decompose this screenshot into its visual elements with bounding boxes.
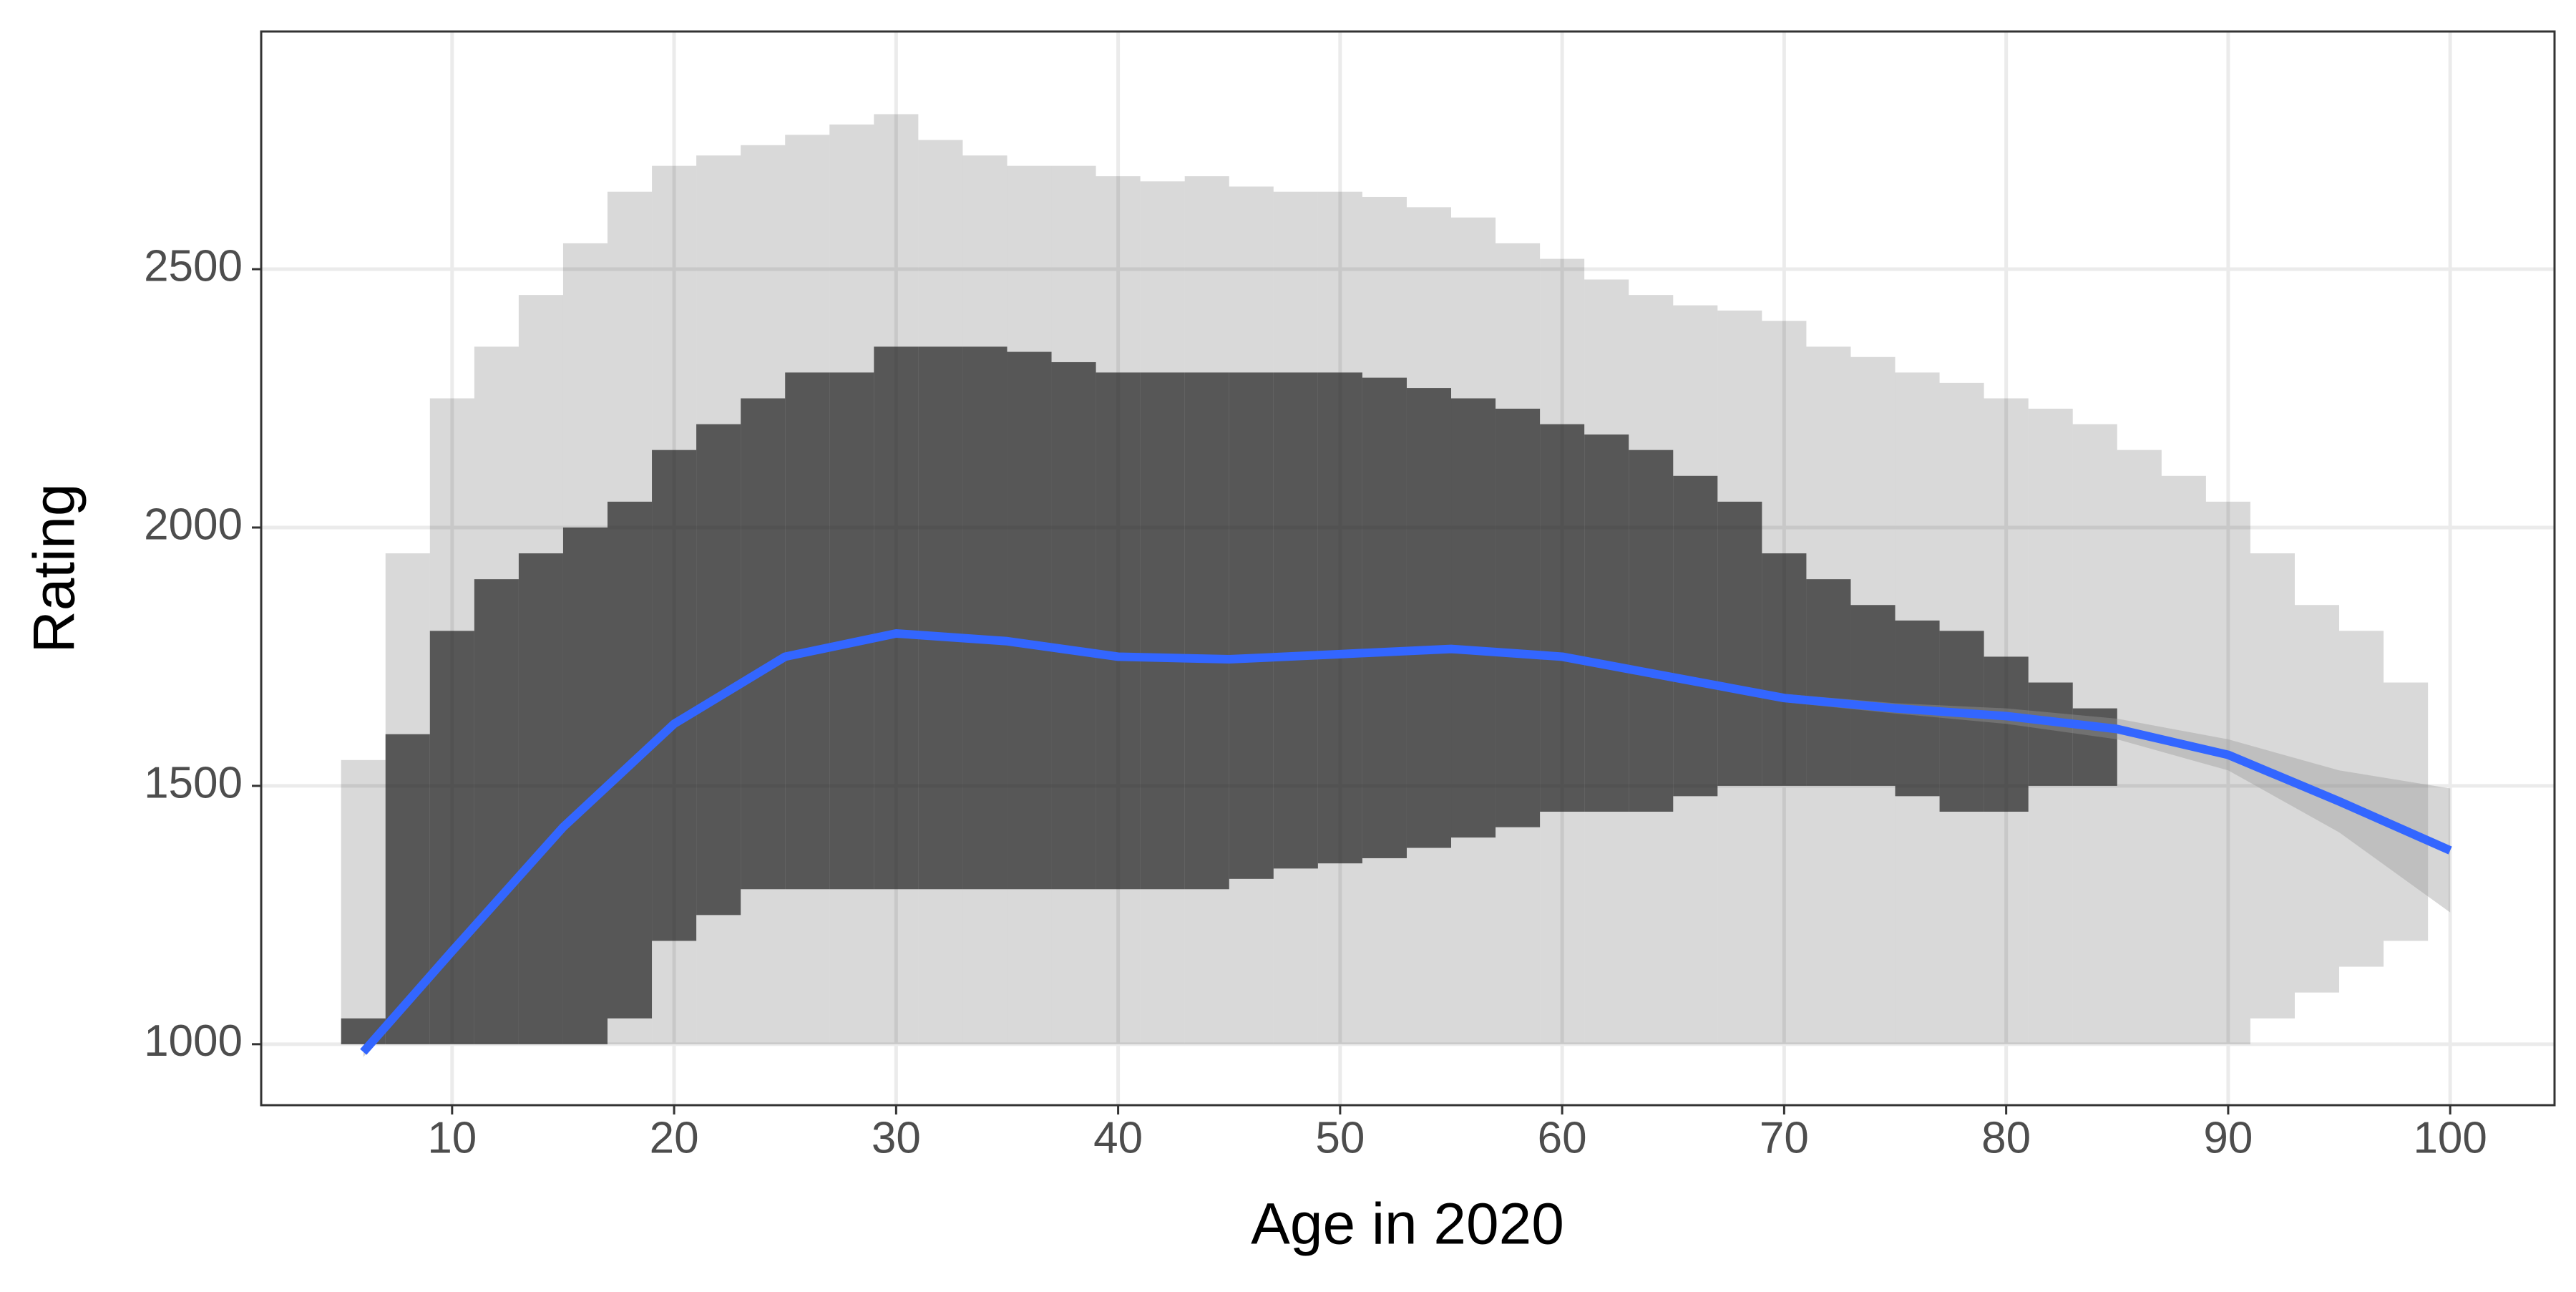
- y-tick-label: 2000: [144, 500, 243, 549]
- point-core: [918, 346, 963, 890]
- point-core: [1362, 377, 1407, 858]
- point-spread: [2161, 475, 2206, 1044]
- point-core: [829, 372, 874, 890]
- point-core: [1629, 450, 1674, 812]
- point-core: [474, 579, 519, 1044]
- point-core: [1762, 553, 1807, 786]
- point-core: [518, 553, 563, 1044]
- point-core: [1229, 372, 1274, 879]
- point-core: [785, 372, 830, 890]
- point-core: [562, 527, 608, 1044]
- point-core: [1140, 372, 1185, 890]
- x-tick-label: 50: [1315, 1113, 1365, 1162]
- point-core: [1850, 605, 1896, 786]
- point-core: [429, 631, 474, 1044]
- point-core: [1273, 372, 1318, 869]
- point-spread: [2384, 682, 2429, 941]
- smooth-line: [360, 628, 2452, 1055]
- x-tick-label: 30: [872, 1113, 921, 1162]
- point-core: [1717, 501, 1762, 786]
- point-core: [1184, 372, 1229, 890]
- x-tick-label: 10: [427, 1113, 477, 1162]
- point-core: [741, 398, 786, 890]
- point-core: [1051, 361, 1096, 890]
- point-core: [1317, 372, 1362, 864]
- y-tick-label: 1000: [144, 1016, 243, 1066]
- x-tick-label: 90: [2203, 1113, 2253, 1162]
- point-core: [962, 346, 1008, 890]
- point-core: [1806, 579, 1851, 786]
- point-core: [1496, 408, 1541, 827]
- x-tick-label: 70: [1760, 1113, 1809, 1162]
- point-core: [1673, 475, 1718, 797]
- point-core: [2028, 682, 2073, 786]
- point-spread: [341, 759, 386, 1044]
- point-core: [652, 450, 697, 941]
- point-core: [1406, 388, 1452, 848]
- point-core: [696, 424, 741, 915]
- x-tick-label: 60: [1538, 1113, 1587, 1162]
- x-tick-label: 100: [2413, 1113, 2487, 1162]
- point-core: [1007, 351, 1052, 890]
- point-core: [1984, 656, 2029, 812]
- point-core: [874, 346, 919, 890]
- point-spread: [2117, 450, 2162, 1044]
- point-core: [1584, 434, 1629, 812]
- x-tick-label: 40: [1093, 1113, 1143, 1162]
- point-core: [1096, 372, 1141, 890]
- point-spread: [2339, 631, 2384, 967]
- x-tick-label: 20: [650, 1113, 699, 1162]
- x-tick-label: 80: [1981, 1113, 2031, 1162]
- point-spread: [2205, 501, 2250, 1044]
- y-tick-label: 2500: [144, 241, 243, 291]
- point-core: [1451, 398, 1496, 838]
- point-core: [1540, 424, 1585, 812]
- point-spread: [2250, 553, 2295, 1019]
- point-core: [385, 734, 430, 1044]
- y-axis-title: Rating: [22, 483, 87, 653]
- plot-border: [260, 30, 2556, 1107]
- point-core: [1939, 631, 1984, 812]
- x-axis-title: Age in 2020: [1251, 1192, 1564, 1257]
- y-tick-label: 1500: [144, 758, 243, 807]
